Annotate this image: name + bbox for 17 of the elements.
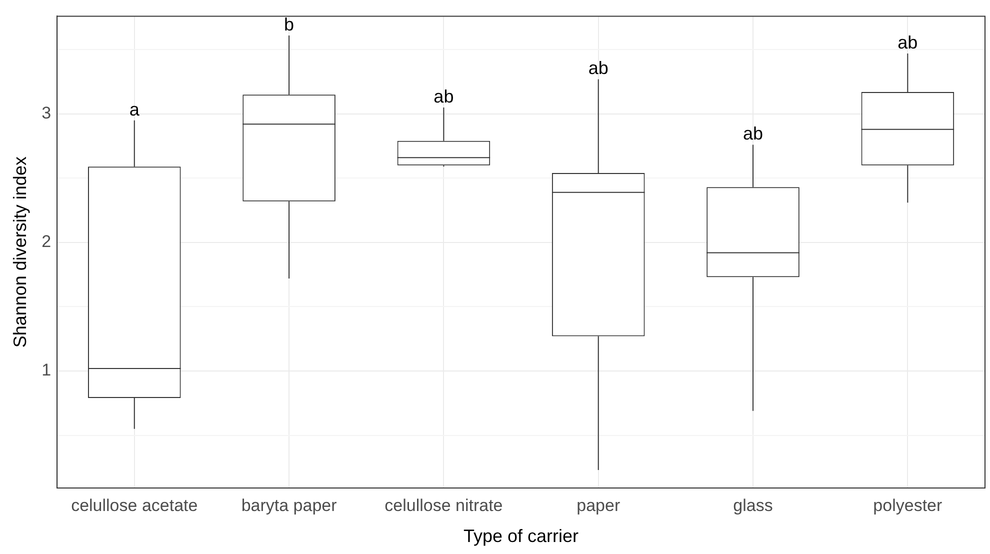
x-tick-label: celullose acetate — [71, 496, 198, 515]
x-axis-title: Type of carrier — [464, 526, 579, 546]
y-tick-label: 1 — [42, 360, 52, 380]
x-tick-label: baryta paper — [241, 496, 338, 515]
annotation: ab — [434, 86, 454, 106]
annotation: ab — [898, 32, 918, 52]
x-tick-label: polyester — [873, 496, 942, 515]
x-tick-label: glass — [733, 496, 773, 515]
y-axis-title: Shannon diversity index — [10, 156, 30, 348]
annotation: b — [284, 14, 294, 34]
y-tick-label: 3 — [42, 104, 52, 123]
annotation: a — [129, 99, 140, 120]
y-tick-label: 2 — [42, 232, 52, 252]
annotation: ab — [588, 58, 608, 78]
annotation: ab — [743, 124, 764, 144]
x-tick-label: celullose nitrate — [384, 496, 503, 515]
x-tick-label: paper — [576, 496, 620, 515]
